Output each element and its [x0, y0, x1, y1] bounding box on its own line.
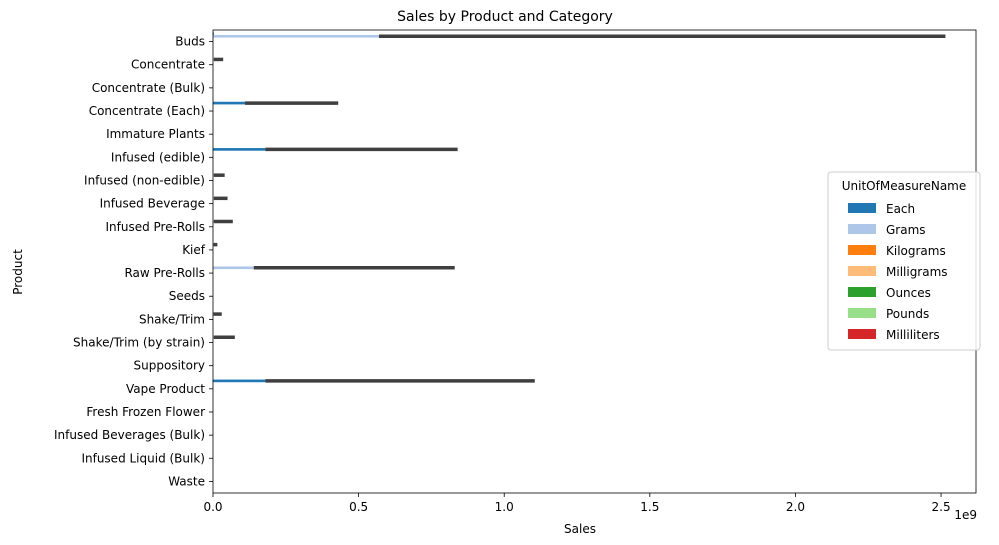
y-tick-label: Concentrate	[131, 58, 205, 72]
legend-swatch-milliliters	[848, 329, 876, 339]
x-tick-label: 0.0	[203, 500, 222, 514]
legend-swatch-grams	[848, 224, 876, 234]
y-tick-label: Seeds	[169, 289, 205, 303]
x-axis-offset-label: 1e9	[954, 508, 977, 522]
legend-label-grams: Grams	[886, 223, 926, 237]
x-tick-label: 1.5	[640, 500, 659, 514]
legend-label-pounds: Pounds	[886, 307, 929, 321]
legend-swatch-pounds	[848, 308, 876, 318]
legend-label-milligrams: Milligrams	[886, 265, 948, 279]
bar-each-0	[213, 32, 214, 35]
bar-grams-7	[213, 197, 214, 200]
bar-each-3	[213, 101, 246, 105]
y-tick-label: Vape Product	[126, 382, 205, 396]
y-tick-label: Shake/Trim (by strain)	[73, 336, 205, 350]
y-tick-label: Infused Liquid (Bulk)	[81, 451, 205, 465]
y-tick-label: Infused Pre-Rolls	[105, 220, 205, 234]
y-tick-label: Concentrate (Bulk)	[92, 81, 205, 95]
legend-label-ounces: Ounces	[886, 286, 931, 300]
y-tick-label: Fresh Frozen Flower	[86, 405, 205, 419]
legend-swatch-each	[848, 203, 876, 213]
legend-title: UnitOfMeasureName	[842, 179, 967, 193]
legend: UnitOfMeasureName Each Grams Kilograms Milli…	[827, 171, 981, 351]
legend-label-kilograms: Kilograms	[886, 244, 946, 258]
y-tick-label: Concentrate (Each)	[89, 104, 205, 118]
x-tick-label: 1.0	[495, 500, 514, 514]
y-tick-label: Infused (non-edible)	[84, 173, 205, 187]
y-tick-label: Infused Beverages (Bulk)	[54, 428, 205, 442]
y-tick-label: Waste	[168, 474, 205, 488]
bar-grams-6	[213, 173, 214, 177]
legend-swatch-ounces	[848, 287, 876, 297]
x-tick-label: 2.5	[932, 500, 951, 514]
bar-grams-8	[213, 220, 214, 223]
x-tick-label: 2.0	[786, 500, 805, 514]
x-axis-label: Sales	[564, 522, 596, 536]
legend-label-each: Each	[886, 202, 915, 216]
chart-title: Sales by Product and Category	[397, 9, 613, 25]
y-tick-label: Kief	[182, 243, 206, 257]
bar-grams-10	[213, 266, 254, 270]
y-tick-label: Shake/Trim	[139, 312, 205, 326]
legend-box	[827, 171, 981, 351]
bars-layer	[213, 32, 379, 383]
y-tick-label: Immature Plants	[106, 127, 205, 141]
bar-grams-13	[213, 335, 214, 339]
bar-grams-1	[213, 58, 214, 61]
x-tick-label: 0.5	[349, 500, 368, 514]
y-axis-label: Product	[11, 249, 25, 295]
y-tick-label: Infused Beverage	[100, 197, 205, 211]
y-tick-label: Buds	[175, 35, 205, 49]
error-bars-layer	[213, 34, 946, 383]
bar-grams-0	[213, 34, 379, 38]
axes-layer: Buds Concentrate Concentrate (Bulk) Concent…	[54, 29, 977, 514]
y-tick-label: Suppository	[134, 359, 205, 373]
bar-each-15	[213, 379, 266, 383]
bar-each-5	[213, 148, 266, 151]
legend-label-milliliters: Milliliters	[886, 328, 940, 342]
legend-swatch-milligrams	[848, 266, 876, 276]
legend-swatch-kilograms	[848, 245, 876, 255]
y-tick-label: Raw Pre-Rolls	[124, 266, 205, 280]
y-tick-label: Infused (edible)	[111, 150, 205, 164]
